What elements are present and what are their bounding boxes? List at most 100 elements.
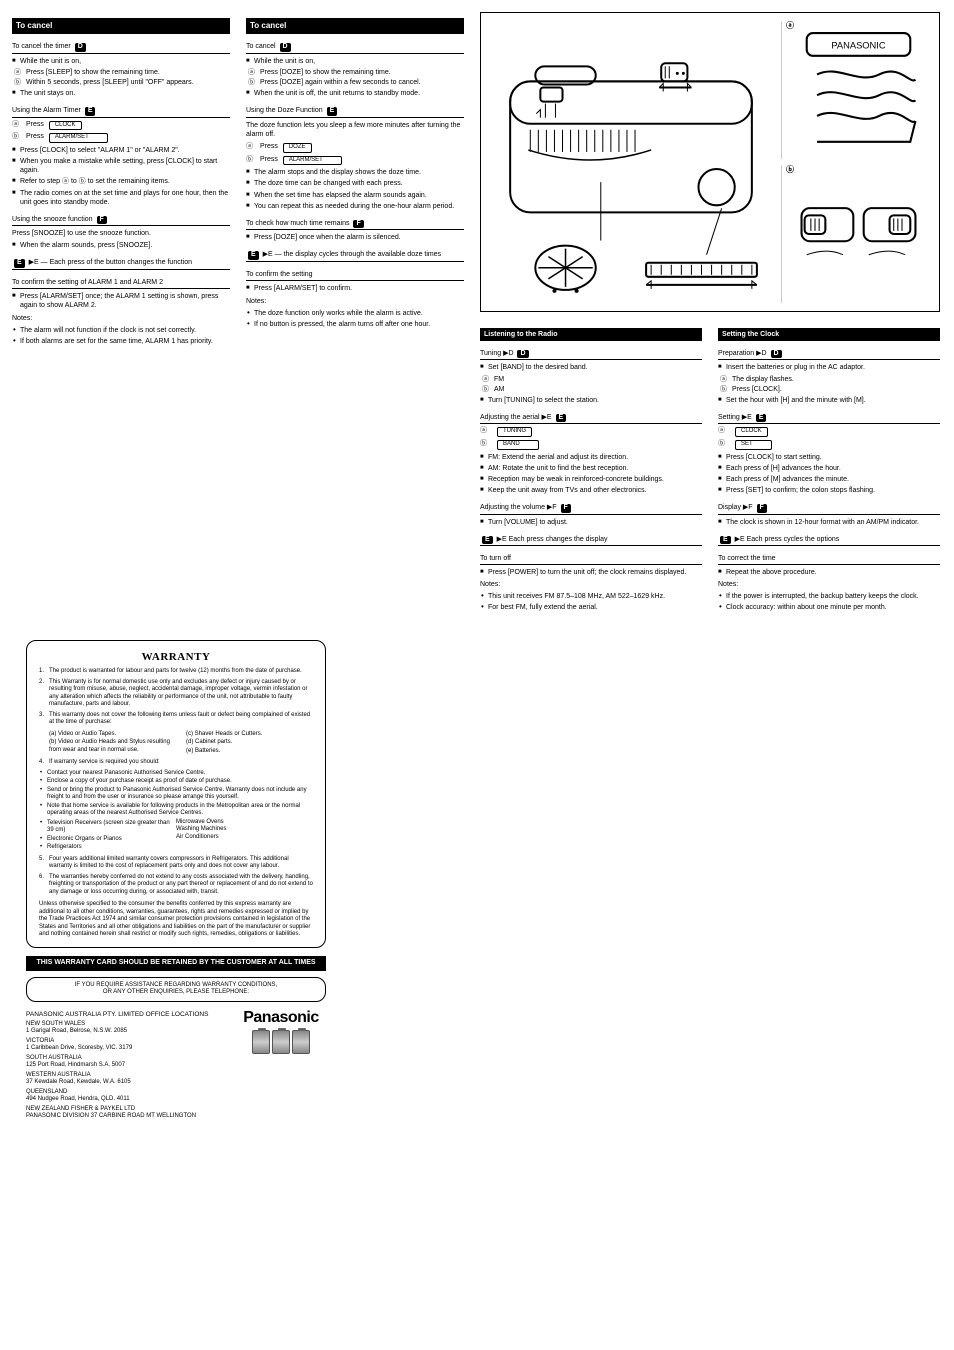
note-d2-2: If no button is pressed, the alarm turns… <box>246 320 464 329</box>
mc2-tag-e: E <box>756 414 767 422</box>
mc2-fblock: The clock is shown in 12-hour format wit… <box>718 518 940 527</box>
alarm-b2-2: The doze time can be changed with each p… <box>246 179 464 188</box>
mc1-confirm-b: Press [POWER] to turn the unit off; the … <box>480 568 702 577</box>
head-alarm-2-text: Using the Doze Function <box>246 107 323 114</box>
mc2-fb1: The clock is shown in 12-hour format wit… <box>718 518 940 527</box>
wty-assist-2: OR ANY OTHER ENQUIRIES, PLEASE TELEPHONE… <box>35 989 317 997</box>
mc2-sub-a: The display flashes. <box>718 375 940 384</box>
head-alarm-2: Using the Doze Function E <box>246 104 464 117</box>
wty-4b2: Enclose a copy of your purchase receipt … <box>39 778 313 786</box>
mc2-note-d1: If the power is interrupted, the backup … <box>718 592 940 601</box>
mc2-eb1: Press [CLOCK] to start setting. <box>718 453 940 462</box>
off-nz-h: NEW ZEALAND FISHER & PAYKEL LTD <box>26 1106 226 1114</box>
alarm-b3-1: Refer to step ⓐ to ⓑ to set the remainin… <box>12 177 230 186</box>
mc1-tag-e: E <box>556 414 567 422</box>
off-vic-h: VICTORIA <box>26 1038 226 1046</box>
mc1-ghead-txt: ▶E Each press changes the display <box>497 536 608 543</box>
mc1-ghead: E ▶E Each press changes the display <box>480 533 702 546</box>
svg-text:PANASONIC: PANASONIC <box>831 41 885 51</box>
step-b-2: Press ALARM/SET <box>246 155 464 166</box>
band-switch-icon <box>786 165 931 303</box>
confirm-head-2: To confirm the setting <box>246 268 464 281</box>
cancel-block-2: While the unit is on, Press [DOZE] to sh… <box>246 57 464 98</box>
mc1-block1: Set [BAND] to the desired band. FM AM Tu… <box>480 363 702 404</box>
alarm-b3-2: When the set time has elapsed the alarm … <box>246 191 464 200</box>
wty-4r3: Air Conditioners <box>176 834 313 842</box>
battery-icon <box>272 1030 290 1054</box>
snooze-bullets-2: Press [DOZE] once when the alarm is sile… <box>246 233 464 242</box>
mc2-tag-d: D <box>771 350 782 358</box>
warranty-retain-bar: THIS WARRANTY CARD SHOULD BE RETAINED BY… <box>26 956 326 971</box>
wty-3-items: (a) Video or Audio Tapes. (b) Video or A… <box>39 730 313 757</box>
wty-list-3: Four years additional limited warranty c… <box>39 856 313 897</box>
mc2-fhead-txt: Display ▶F <box>718 504 753 511</box>
mc2-fhead: Display ▶F F <box>718 501 940 514</box>
mc1-step-b: BAND <box>480 439 702 450</box>
mc1-tag-d: D <box>517 350 528 358</box>
mc2-tag-f: F <box>757 504 767 512</box>
off-header: PANASONIC AUSTRALIA PTY. LIMITED OFFICE … <box>26 1011 226 1019</box>
warranty-assist: IF YOU REQUIRE ASSISTANCE REGARDING WARR… <box>26 977 326 1002</box>
off-wa-h: WESTERN AUSTRALIA <box>26 1072 226 1080</box>
mc1-fblock: Turn [VOLUME] to adjust. <box>480 518 702 527</box>
tag-e-1: E <box>85 107 96 115</box>
step-b-1: Press ALARM/SET <box>12 132 230 143</box>
alarm-b4-1: The radio comes on at the set time and p… <box>12 189 230 207</box>
note-d1-2: The doze function only works while the a… <box>246 309 464 318</box>
mc2-confirm-h: To correct the time <box>718 552 940 565</box>
wty-3a: (a) Video or Audio Tapes. <box>39 731 176 739</box>
confirm-bullets-1: Press [ALARM/SET] once; the ALARM 1 sett… <box>12 292 230 310</box>
head-snooze-2: To check how much time remains F <box>246 217 464 230</box>
cancel-sub-a-1: Press [SLEEP] to show the remaining time… <box>12 68 230 77</box>
tag-e-2: E <box>327 107 338 115</box>
mc1-eb3: Reception may be weak in reinforced-conc… <box>480 475 702 484</box>
head-cancel-2: To cancel D <box>246 40 464 53</box>
head-snooze-2-txt: To check how much time remains <box>246 220 349 227</box>
mc2-note-h: Notes: <box>718 580 940 589</box>
midcol-1: Listening to the Radio Tuning ▶D D Set [… <box>480 322 702 616</box>
cancel-sub-b-1: Within 5 seconds, press [SLEEP] until "O… <box>12 78 230 87</box>
each-head-1-txt: ▶E — Each press of the button changes th… <box>29 259 192 266</box>
mc2-ghead-txt: ▶E Each press cycles the options <box>735 536 840 543</box>
wty-4b4: Note that home service is available for … <box>39 803 313 818</box>
off-qld-h: QUEENSLAND <box>26 1089 226 1097</box>
mc2-eb2: Each press of [H] advances the hour. <box>718 464 940 473</box>
wty-4r1: Microwave Ovens <box>176 819 313 827</box>
cancel-b2-1: The unit stays on. <box>12 89 230 98</box>
each-head-2-txt: ▶E — the display cycles through the avai… <box>263 251 442 258</box>
step-a-1: Press CLOCK <box>12 120 230 131</box>
midcol-2: Setting the Clock Preparation ▶D D Inser… <box>718 322 940 616</box>
mc2-note-d2: Clock accuracy: within about one minute … <box>718 603 940 612</box>
illus-cell-b: ⓑ <box>781 165 931 303</box>
warranty-title: WARRANTY <box>39 651 313 665</box>
wty-para: Unless otherwise specified to the consum… <box>39 901 313 939</box>
mc2-btn-a: CLOCK <box>735 427 768 437</box>
snooze-b1-2: Press [DOZE] once when the alarm is sile… <box>246 233 464 242</box>
alarm-b4-2: You can repeat this as needed during the… <box>246 202 464 211</box>
mc2-eblock: Press [CLOCK] to start setting. Each pre… <box>718 453 940 495</box>
btn-alarmset-1: ALARM/SET <box>49 133 108 143</box>
mc1-note-h: Notes: <box>480 580 702 589</box>
wty-4: If warranty service is required you shou… <box>39 759 313 767</box>
head-snooze-1: Using the snooze function F <box>12 213 230 226</box>
wty-4r2: Washing Machines <box>176 826 313 834</box>
cancel-b2-2: When the unit is off, the unit returns t… <box>246 89 464 98</box>
mc2-ehead: Setting ▶E E <box>718 411 940 424</box>
panasonic-logo: Panasonic <box>236 1008 326 1028</box>
mc1-btn-b: BAND <box>497 440 539 450</box>
illustration-col: ⓐ PANASONIC ⓑ <box>480 12 940 616</box>
alarm-b1-2: The alarm stops and the display shows th… <box>246 168 464 177</box>
wty-2: This Warranty is for normal domestic use… <box>39 679 313 709</box>
head-cancel-1: To cancel the timer D <box>12 40 230 53</box>
mc1-ehead: Adjusting the aerial ▶E E <box>480 411 702 424</box>
wty-4b3: Send or bring the product to Panasonic A… <box>39 787 313 802</box>
warranty-section: WARRANTY The product is warranted for la… <box>26 640 326 1121</box>
mc2-step-a: CLOCK <box>718 426 940 437</box>
btn-clock-1: CLOCK <box>49 121 82 131</box>
head-cancel-1-text: To cancel the timer <box>12 43 71 50</box>
mc2-confirm-b: Repeat the above procedure. <box>718 568 940 577</box>
notes-1: The alarm will not function if the clock… <box>12 326 230 346</box>
tag-e2-1: E <box>14 259 25 267</box>
wty-3b: (b) Video or Audio Heads and Stylus resu… <box>39 739 176 754</box>
alarm-steps-1: Press CLOCK Press ALARM/SET <box>12 120 230 144</box>
